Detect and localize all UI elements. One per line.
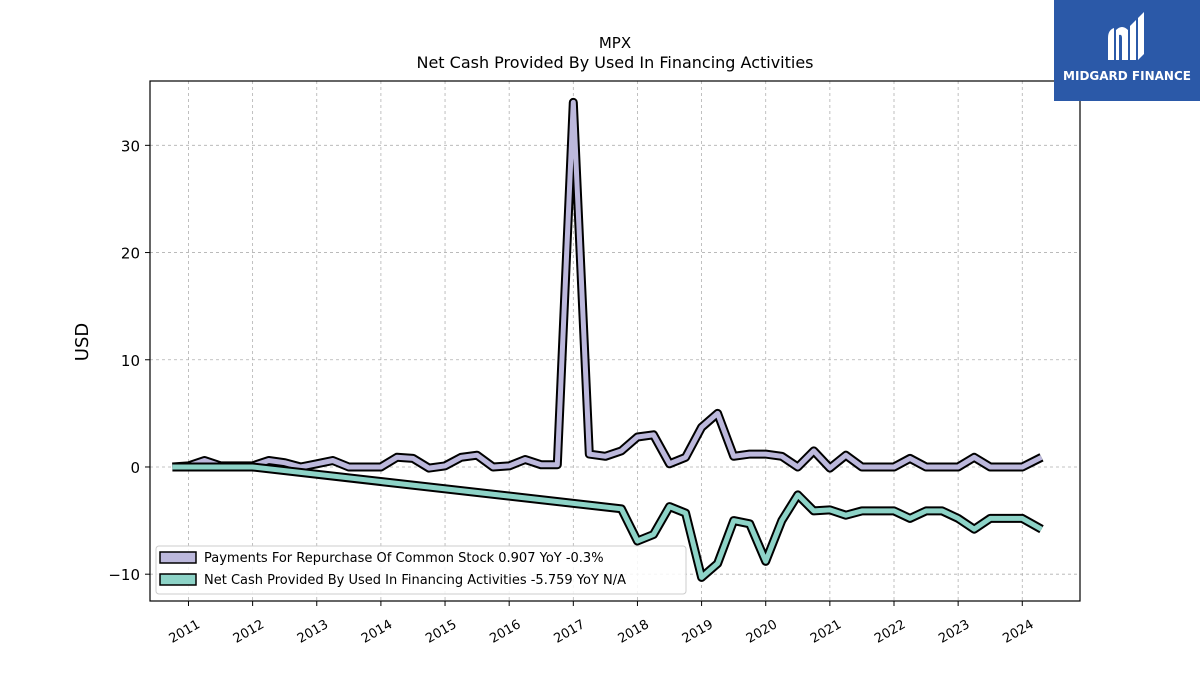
legend: Payments For Repurchase Of Common Stock … — [155, 545, 687, 595]
x-tick-label: 2021 — [808, 617, 844, 647]
x-tick-label: 2012 — [231, 617, 267, 647]
series-layer — [172, 97, 1044, 582]
x-axis: 2011 2012 2013 2014 2015 2016 2017 2018 2019 2020… — [167, 601, 1037, 647]
x-tick-label: 2024 — [1000, 617, 1036, 647]
y-tick-label: 30 — [121, 137, 140, 155]
x-tick-label: 2018 — [616, 617, 652, 647]
x-tick-label: 2011 — [167, 617, 203, 647]
x-tick-label: 2015 — [423, 617, 459, 647]
y-tick-label: 20 — [121, 245, 140, 263]
y-tick-label: 0 — [130, 459, 140, 477]
plot-frame — [149, 80, 1081, 602]
legend-box — [155, 545, 687, 595]
x-tick-label: 2014 — [359, 617, 395, 647]
series-outline-0 — [172, 97, 1044, 473]
series-line-0 — [172, 99, 1043, 471]
x-tick-label: 2013 — [295, 617, 331, 647]
series-line-1 — [172, 464, 1043, 580]
x-tick-label: 2017 — [551, 617, 587, 647]
legend-swatch-financing — [159, 573, 197, 586]
brand-logo: MIDGARD FINANCE — [1054, 0, 1200, 101]
y-axis-label: USD — [72, 323, 93, 361]
y-tick-label: −10 — [108, 566, 140, 584]
legend-swatch-repurchase — [159, 551, 197, 564]
midgard-logo-icon — [1108, 12, 1144, 60]
x-tick-label: 2020 — [744, 617, 780, 647]
x-tick-label: 2022 — [872, 617, 908, 647]
x-tick-label: 2023 — [936, 617, 972, 647]
y-axis: −10 0 10 20 30 — [108, 137, 150, 584]
x-tick-label: 2019 — [680, 617, 716, 647]
chart-title: MPX — [599, 34, 631, 52]
chart-subtitle: Net Cash Provided By Used In Financing A… — [416, 53, 813, 72]
brand-name: MIDGARD FINANCE — [1063, 69, 1191, 83]
x-tick-label: 2016 — [487, 617, 523, 647]
y-tick-label: 10 — [121, 352, 140, 370]
legend-label-financing: Net Cash Provided By Used In Financing A… — [204, 573, 626, 588]
legend-label-repurchase: Payments For Repurchase Of Common Stock … — [204, 551, 604, 566]
grid — [150, 81, 1080, 601]
